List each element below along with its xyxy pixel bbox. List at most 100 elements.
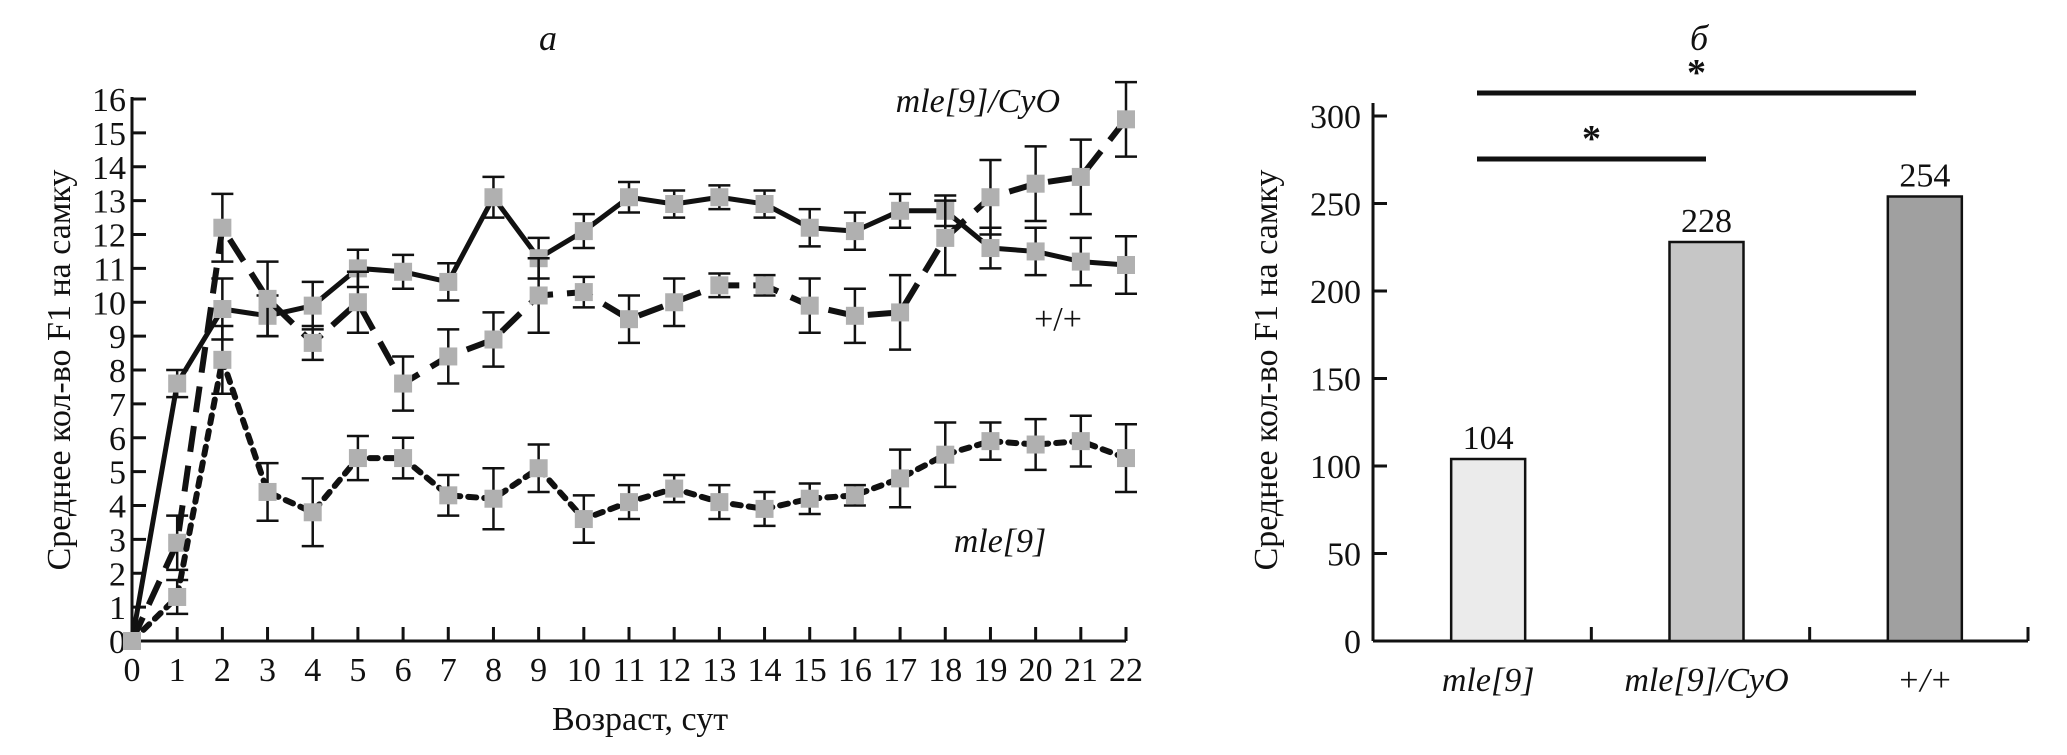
y-tick-label: 7 [109, 387, 126, 424]
y-axis-title: Среднее кол-во F1 на самку [1248, 170, 1285, 571]
series-dashed [123, 80, 1137, 650]
y-tick-label: 11 [93, 251, 126, 288]
x-tick-label: 6 [395, 652, 412, 689]
x-tick-label: 19 [973, 652, 1007, 689]
data-point-marker [936, 228, 955, 247]
data-point-marker [303, 503, 322, 522]
data-point-marker [800, 218, 819, 237]
data-point-marker [168, 587, 187, 606]
data-point-marker [891, 469, 910, 488]
y-tick-label: 2 [109, 556, 126, 593]
data-point-marker [665, 195, 684, 214]
series-label-mle9-cyo: mle[9]/CyO [896, 83, 1060, 120]
data-point-marker [1026, 242, 1045, 261]
y-tick-label: 150 [1310, 362, 1361, 399]
y-tick-label: 6 [109, 421, 126, 458]
bar [1886, 195, 1964, 643]
x-tick-label: 22 [1109, 652, 1143, 689]
data-point-marker [303, 333, 322, 352]
data-point-marker [529, 459, 548, 478]
y-axis-title: Среднее кол-во F1 на самку [41, 170, 78, 571]
x-tick-label: 18 [928, 652, 962, 689]
y-tick-label: 8 [109, 353, 126, 390]
x-tick-label: 14 [748, 652, 782, 689]
data-point-marker [529, 286, 548, 305]
data-point-marker [213, 218, 232, 237]
data-point-marker [439, 272, 458, 291]
x-tick-label: 11 [613, 652, 646, 689]
data-point-marker [981, 432, 1000, 451]
data-point-marker [755, 276, 774, 295]
data-point-marker [574, 510, 593, 529]
significance-asterisk: * [1687, 52, 1706, 94]
data-point-marker [123, 632, 141, 650]
panel-b-bar-chart: б 0 50 100 150 200 250 300 Среднее кол-во F1 на … [1248, 18, 2030, 699]
data-point-marker [484, 330, 503, 349]
data-point-marker [620, 188, 638, 207]
data-point-marker [258, 482, 277, 501]
data-point-marker [303, 296, 322, 315]
data-point-marker [1117, 110, 1135, 129]
data-point-marker [710, 493, 729, 512]
x-tick-label: 5 [349, 652, 366, 689]
data-point-marker [439, 486, 458, 505]
y-tick-label: 200 [1310, 274, 1361, 311]
series-line [129, 194, 1127, 642]
data-point-marker [394, 374, 413, 393]
data-point-marker [620, 493, 638, 512]
series-label-mle9: mle[9] [954, 523, 1047, 560]
data-point-marker [981, 239, 1000, 258]
y-tick-label: 50 [1327, 537, 1361, 574]
series-label-wild-type: +/+ [1034, 301, 1082, 338]
data-point-marker [845, 486, 864, 505]
significance-asterisk: * [1582, 118, 1601, 160]
y-tick-label: 100 [1310, 449, 1361, 486]
data-point-marker [800, 489, 819, 508]
x-axis-title: Возраст, сут [552, 701, 728, 738]
data-point-marker [394, 449, 413, 468]
series-dotted [123, 324, 1137, 650]
data-point-marker [1026, 174, 1045, 193]
data-point-marker [891, 201, 910, 220]
data-point-marker [348, 449, 367, 468]
data-point-marker [936, 445, 955, 464]
panel-a-title: а [539, 18, 557, 58]
data-point-marker [845, 222, 864, 241]
x-tick-label: 16 [838, 652, 872, 689]
x-tick-label: 10 [567, 652, 601, 689]
data-point-marker [755, 195, 774, 214]
y-tick-label: 300 [1310, 99, 1361, 136]
data-point-marker [710, 276, 729, 295]
data-point-marker [394, 262, 413, 281]
data-point-marker [213, 350, 232, 369]
y-tick-label: 10 [92, 285, 126, 322]
y-tick-label: 14 [92, 150, 126, 187]
data-point-marker [258, 289, 277, 308]
data-point-marker [1117, 255, 1135, 274]
data-point-marker [574, 222, 593, 241]
data-point-marker [665, 479, 684, 498]
data-point-marker [845, 306, 864, 325]
y-tick-label: 250 [1310, 187, 1361, 224]
x-tick-label: 1 [169, 652, 186, 689]
bar [1449, 457, 1527, 643]
x-tick-label: 8 [485, 652, 502, 689]
data-point-marker [665, 293, 684, 312]
x-tick-label: 17 [883, 652, 917, 689]
y-tick-label: 3 [109, 522, 126, 559]
data-point-marker [168, 374, 187, 393]
data-point-marker [891, 303, 910, 322]
data-point-marker [710, 188, 729, 207]
data-point-marker [800, 296, 819, 315]
data-point-marker [439, 347, 458, 366]
y-tick-label: 12 [92, 218, 126, 255]
data-point-marker [168, 533, 187, 552]
x-tick-label: 2 [214, 652, 231, 689]
x-tick-label: 15 [793, 652, 827, 689]
category-label: mle[9]/CyO [1624, 662, 1788, 699]
data-point-marker [484, 489, 503, 508]
panel-b-title: б [1690, 18, 1710, 58]
y-tick-label: 15 [92, 116, 126, 153]
data-point-marker [1071, 167, 1090, 186]
